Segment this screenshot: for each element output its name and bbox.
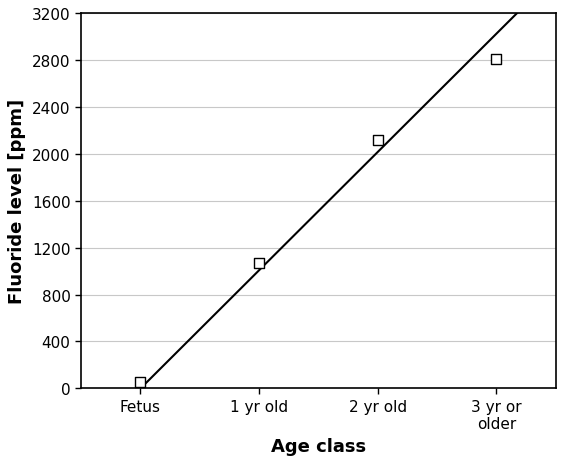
X-axis label: Age class: Age class xyxy=(271,437,366,455)
Point xyxy=(373,137,382,144)
Point xyxy=(136,379,145,386)
Point xyxy=(254,260,263,267)
Point xyxy=(492,56,501,63)
Y-axis label: Fluoride level [ppm]: Fluoride level [ppm] xyxy=(8,99,27,304)
